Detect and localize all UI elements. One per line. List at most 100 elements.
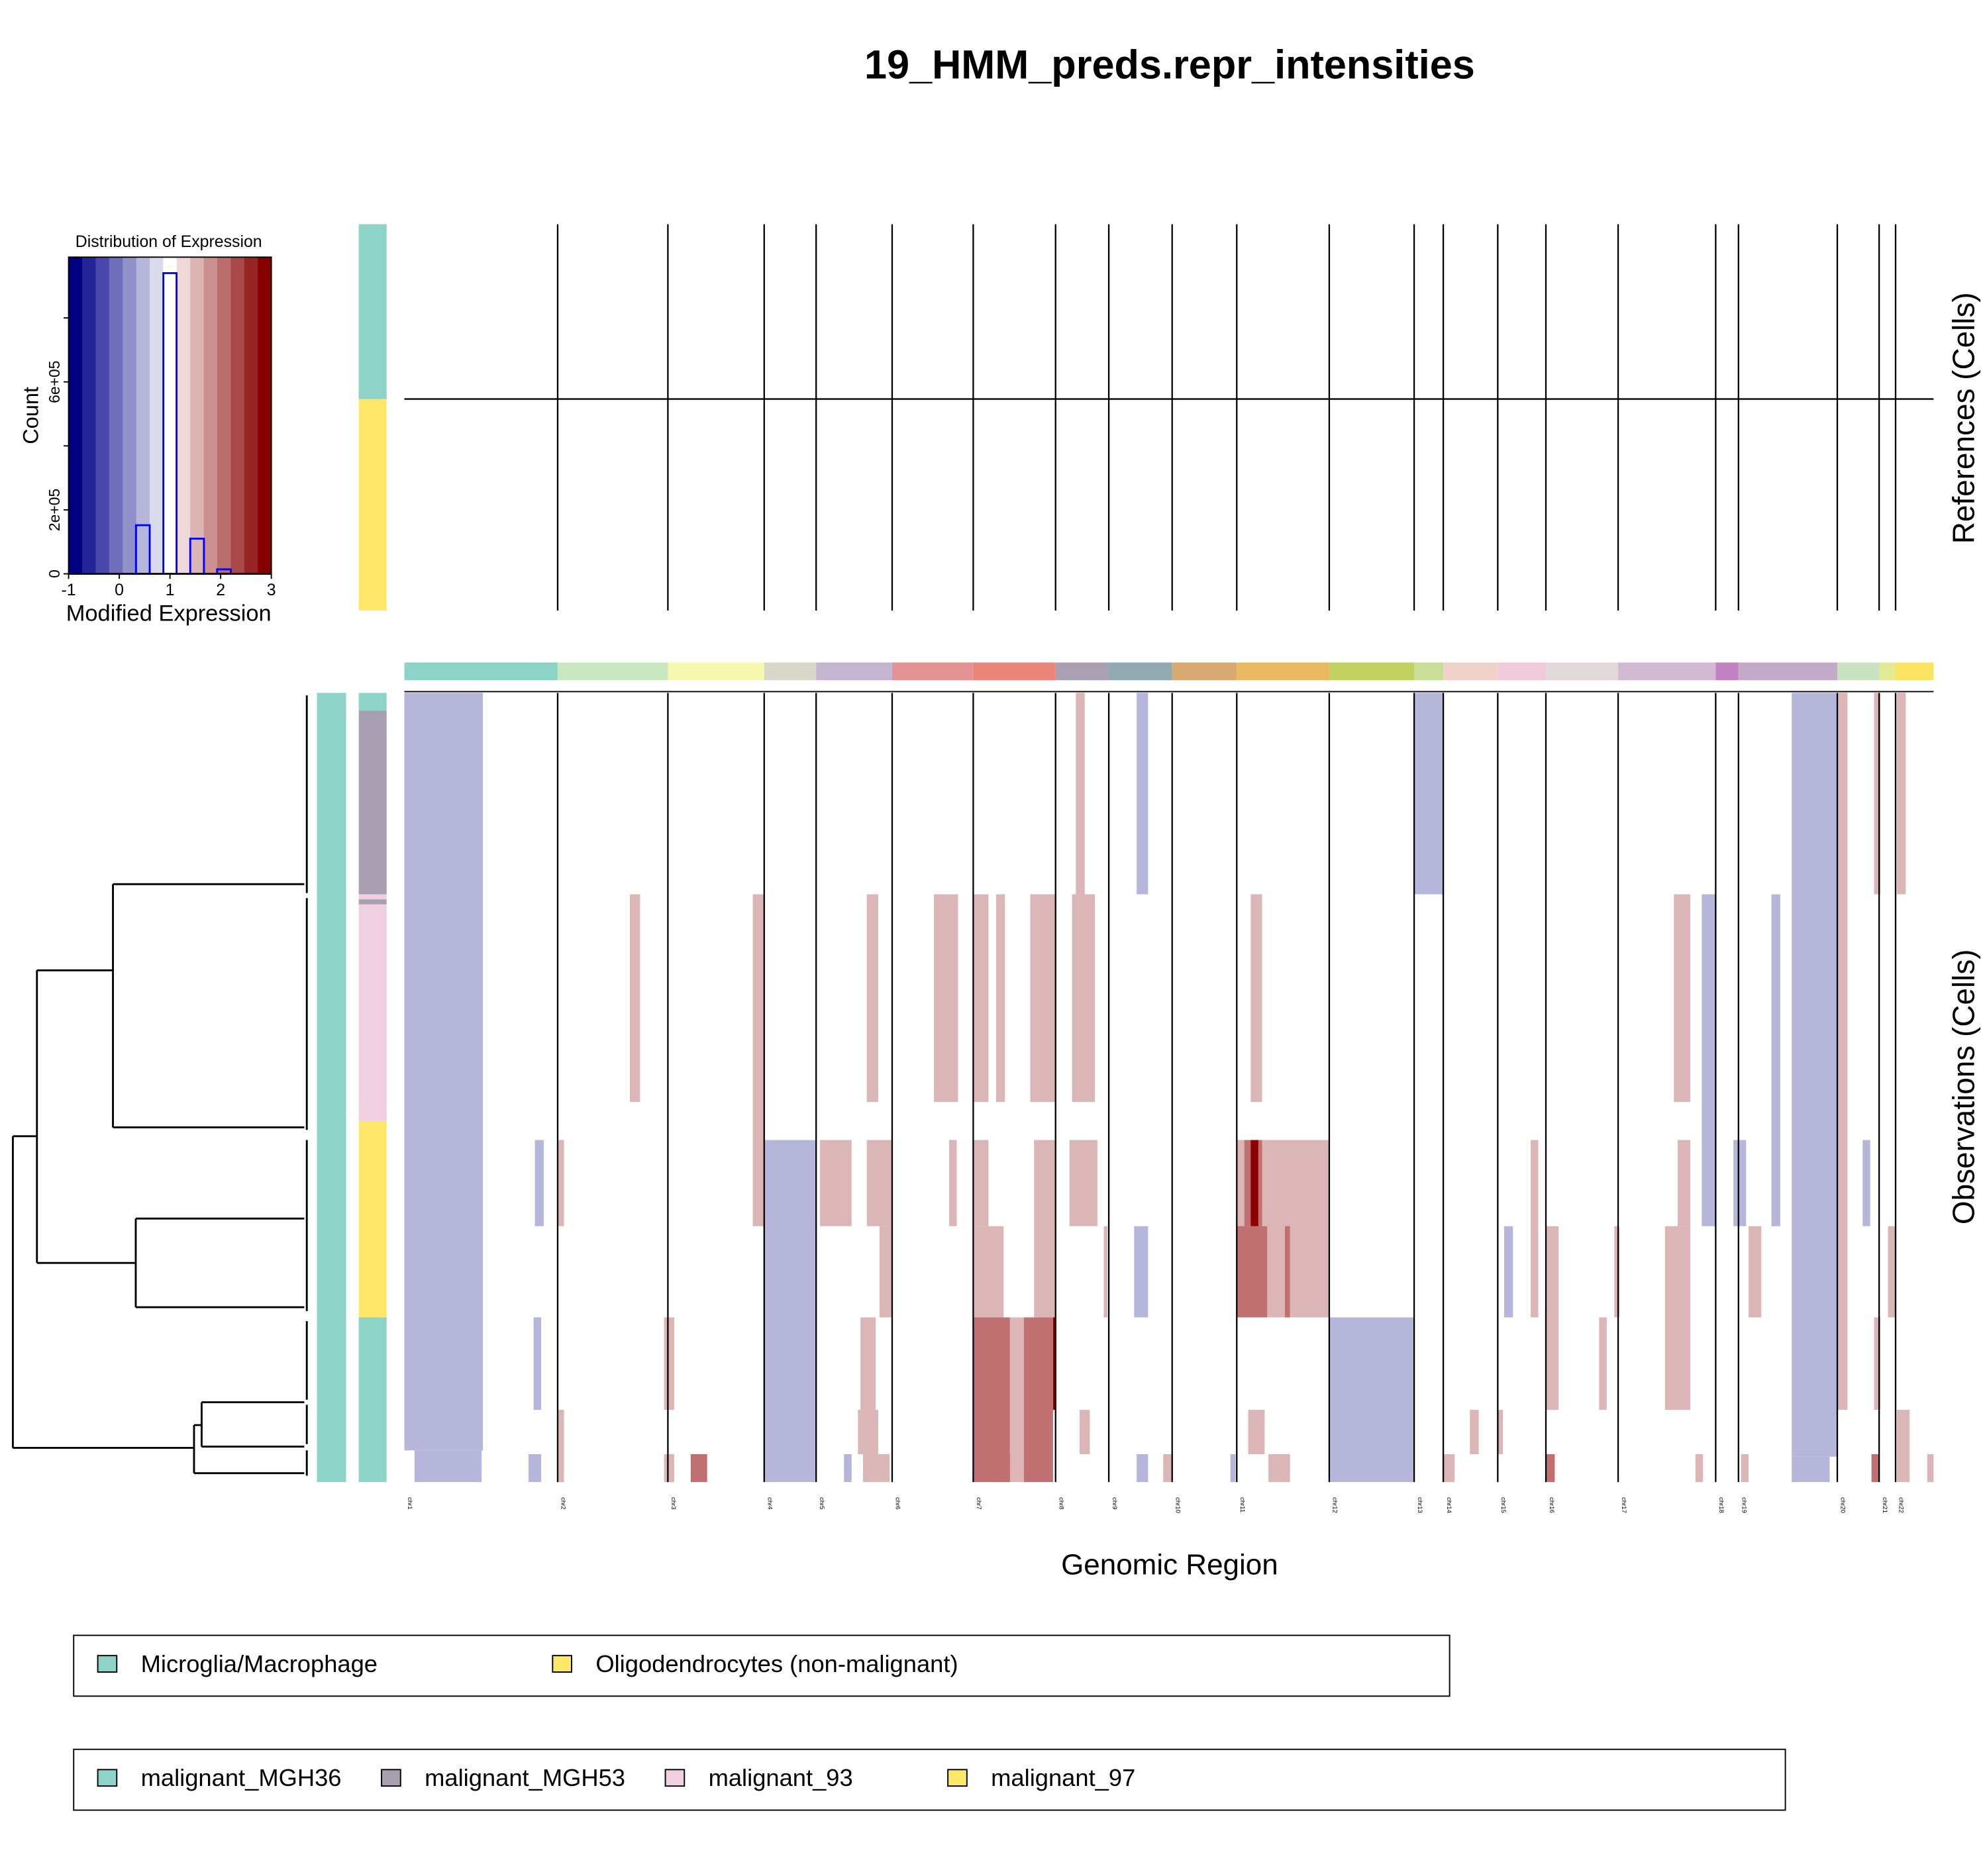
cnv-segment — [1888, 1226, 1896, 1318]
color-bin — [190, 257, 205, 574]
chromosome-bar-chr22 — [1895, 662, 1934, 681]
legend-swatch — [552, 1655, 572, 1673]
chromosome-bar-chr2 — [557, 662, 668, 681]
legend-observations: malignant_MGH36 malignant_MGH53 malignant_… — [97, 1764, 1135, 1791]
color-bin — [81, 257, 96, 574]
chromosome-bar-chr16 — [1546, 662, 1619, 681]
color-bin — [123, 257, 137, 574]
x-tick-label: 3 — [267, 581, 276, 599]
legend-label: Microglia/Macrophage — [141, 1650, 378, 1677]
cnv-segment — [535, 1140, 544, 1226]
chromosome-bar-chr15 — [1498, 662, 1547, 681]
chromosome-bar-chr12 — [1329, 662, 1415, 681]
chromosome-bar-chr9 — [1109, 662, 1172, 681]
reference-group-cell — [358, 399, 387, 611]
chromosome-bar-chr10 — [1172, 662, 1237, 681]
color-bin — [217, 257, 232, 574]
cnv-segment — [1546, 1454, 1555, 1483]
legend-swatch — [97, 1655, 118, 1673]
cnv-segment — [1837, 1317, 1848, 1410]
chromosome-label: chr14 — [1445, 1497, 1452, 1514]
observation-group-cell — [358, 904, 387, 1121]
legend-swatch — [97, 1769, 118, 1787]
legend-swatch — [381, 1769, 401, 1787]
cnv-segment — [1503, 1226, 1513, 1318]
cnv-segment — [1792, 693, 1837, 1457]
chromosome-label: chr17 — [1620, 1497, 1627, 1513]
chromosome-bar-chr8 — [1055, 662, 1109, 681]
cnv-segment — [995, 894, 1005, 1103]
chromosome-bar-chr1 — [404, 662, 558, 681]
color-bin — [203, 257, 218, 574]
dendrogram — [11, 695, 308, 1476]
chromosome-labels: chr1 chr2 chr3 chr4 chr5 chr6 chr7 chr8 chr9 chr1… — [406, 1497, 1904, 1514]
cnv-segment — [1023, 1317, 1053, 1483]
cnv-segment — [1103, 1226, 1108, 1318]
chromosome-label: chr6 — [894, 1497, 901, 1510]
color-bin — [136, 257, 150, 574]
chromosome-bar-chr11 — [1237, 662, 1329, 681]
cnv-segment — [988, 1454, 1010, 1483]
cnv-segment — [1664, 1226, 1691, 1410]
cnv-segment — [1250, 894, 1262, 1103]
x-axis-label: Genomic Region — [1061, 1549, 1278, 1581]
cnv-segment — [1733, 1140, 1747, 1226]
x-tick-label: 0 — [115, 581, 124, 599]
histogram-x-ticks: -1 0 1 2 3 — [62, 573, 276, 599]
legend-swatch — [664, 1769, 686, 1787]
cnv-segment — [1741, 1454, 1749, 1483]
cnv-segment — [1874, 693, 1881, 895]
cnv-segment — [1837, 693, 1848, 1318]
chromosome-label: chr19 — [1741, 1497, 1748, 1513]
legend-observations-box — [73, 1748, 1786, 1811]
cnv-segment — [1329, 1317, 1415, 1483]
legend-label: malignant_MGH36 — [141, 1764, 342, 1791]
cnv-segment — [533, 1317, 542, 1410]
cnv-segment — [629, 894, 640, 1103]
color-bin — [109, 257, 123, 574]
chromosome-bar-chr7 — [973, 662, 1056, 681]
cnv-segment — [1792, 1456, 1830, 1483]
cnv-segment — [1284, 1226, 1290, 1318]
cnv-segment — [844, 1454, 852, 1483]
legend-label: malignant_97 — [991, 1764, 1135, 1791]
color-bin — [163, 257, 178, 574]
chromosome-label: chr10 — [1174, 1497, 1181, 1513]
cnv-segment — [1749, 1226, 1762, 1318]
cnv-segment — [973, 1140, 989, 1226]
chromosome-label: chr1 — [406, 1497, 413, 1510]
chromosome-label: chr18 — [1717, 1497, 1725, 1513]
cnv-segment — [1498, 1410, 1503, 1455]
cnv-segment — [1614, 1226, 1619, 1318]
cnv-segment — [1871, 1454, 1880, 1483]
cnv-segment — [1702, 894, 1716, 1226]
chromosome-label: chr3 — [670, 1497, 677, 1510]
legend-swatch — [947, 1769, 968, 1787]
chromosome-label: chr12 — [1331, 1497, 1339, 1513]
cnv-segment — [664, 1317, 674, 1410]
chromosome-label: chr9 — [1111, 1497, 1118, 1510]
cnv-segment — [1163, 1454, 1172, 1483]
color-bin — [150, 257, 164, 574]
cnv-segment — [1927, 1454, 1934, 1483]
y-tick-label: 6e+05 — [46, 360, 63, 403]
chromosome-bar-chr18 — [1715, 662, 1739, 681]
observation-celltype-bar — [317, 693, 346, 1483]
chromosome-bar-chr13 — [1414, 662, 1444, 681]
legend-label: malignant_93 — [709, 1764, 853, 1791]
chromosome-bar-chr4 — [764, 662, 817, 681]
legend-label: malignant_MGH53 — [425, 1764, 625, 1791]
cnv-segment — [1896, 1410, 1910, 1483]
chromosome-bar-chr14 — [1443, 662, 1498, 681]
cnv-segment — [1009, 1317, 1024, 1483]
observation-group-cell — [358, 894, 387, 900]
x-tick-label: -1 — [62, 581, 76, 599]
cnv-segment — [1248, 1410, 1265, 1455]
cnv-segment — [1674, 894, 1691, 1103]
cnv-segment — [1470, 1410, 1479, 1455]
chromosome-bar-chr19 — [1738, 662, 1837, 681]
cnv-segment — [866, 1140, 892, 1226]
observation-group-cell — [358, 693, 387, 711]
chromosome-label: chr5 — [818, 1497, 825, 1510]
legend-references-box — [73, 1634, 1451, 1697]
